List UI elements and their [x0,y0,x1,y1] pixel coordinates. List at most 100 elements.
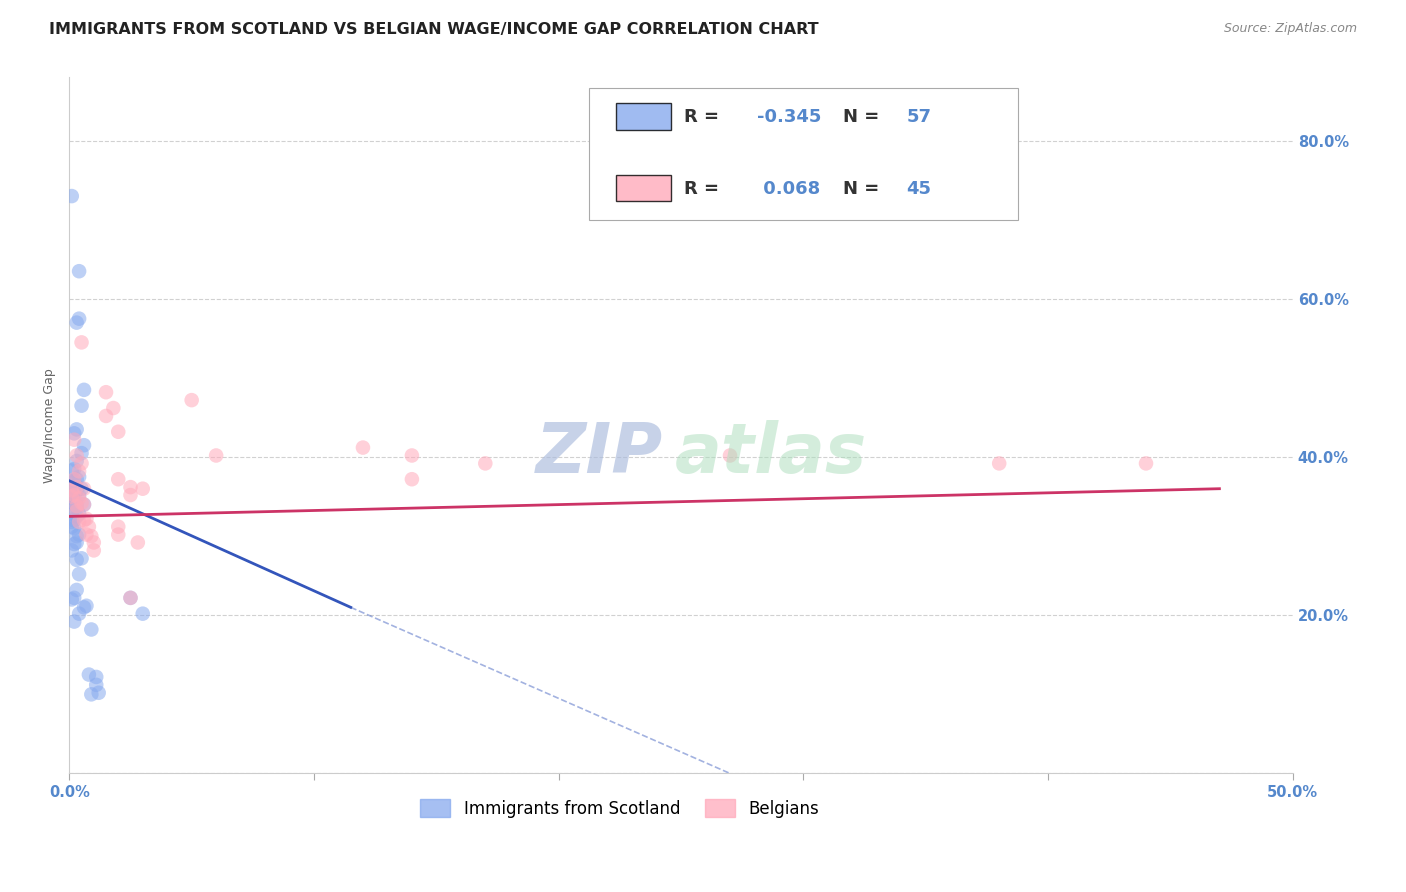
Point [66,529,89,543]
Point [60,543,83,558]
Point [66,582,89,597]
Point [66,483,89,498]
Text: -0.345: -0.345 [756,108,821,126]
FancyBboxPatch shape [616,175,671,202]
Point [63,490,86,504]
Point [60,483,83,498]
Point [80,623,103,637]
Y-axis label: Wage/Income Gap: Wage/Income Gap [44,368,56,483]
Point [67,264,90,278]
Point [66,480,89,494]
Point [63,513,86,527]
Point [66,499,89,513]
Text: R =: R = [683,108,724,126]
Point [67,527,90,541]
Point [84,670,107,684]
Point [120,488,142,502]
Point [132,482,155,496]
Point [67,464,90,478]
Point [66,449,89,463]
Point [60,496,83,510]
Point [73,438,96,452]
Point [474,457,496,471]
Text: atlas: atlas [675,420,868,487]
Text: 0.068: 0.068 [756,180,820,198]
Point [94,385,117,400]
Text: ZIP: ZIP [536,420,662,487]
Point [63,488,86,502]
Point [180,393,202,408]
Point [70,457,93,471]
Point [77,519,100,533]
Point [107,472,129,486]
Point [66,535,89,549]
Point [103,401,125,415]
Point [66,504,89,518]
Point [60,463,83,477]
Point [70,551,93,566]
Point [73,513,96,527]
Point [66,472,89,486]
Point [401,449,423,463]
Point [63,500,86,515]
Point [63,433,86,447]
Point [60,480,83,494]
Point [127,535,149,549]
Point [67,515,90,529]
Text: N =: N = [842,108,886,126]
Point [67,488,90,502]
Point [75,512,97,526]
Point [401,472,423,486]
FancyBboxPatch shape [616,103,671,129]
Point [67,470,90,484]
Point [66,553,89,567]
Point [67,311,90,326]
Point [1135,457,1157,471]
Point [70,335,93,350]
Point [60,491,83,506]
Text: R =: R = [683,180,724,198]
Point [83,543,105,558]
Legend: Immigrants from Scotland, Belgians: Immigrants from Scotland, Belgians [413,793,825,824]
Point [63,472,86,486]
Point [63,426,86,441]
Point [67,507,90,521]
Point [75,599,97,613]
Point [63,474,86,488]
Point [94,409,117,423]
Point [60,475,83,490]
FancyBboxPatch shape [589,88,1018,220]
Point [66,422,89,436]
Point [120,591,142,605]
Point [352,441,374,455]
Point [77,667,100,681]
Point [60,515,83,529]
Text: Source: ZipAtlas.com: Source: ZipAtlas.com [1223,22,1357,36]
Point [63,537,86,551]
Point [67,491,90,506]
Point [66,509,89,524]
Point [73,383,96,397]
Point [107,527,129,541]
Point [70,399,93,413]
Text: 45: 45 [907,180,931,198]
Point [75,527,97,541]
Point [60,519,83,533]
Point [70,482,93,496]
Text: 57: 57 [907,108,931,126]
Point [205,449,228,463]
Point [60,505,83,519]
Point [120,480,142,494]
Point [107,425,129,439]
Point [132,607,155,621]
Point [70,496,93,510]
Point [73,600,96,615]
Text: N =: N = [842,180,886,198]
Point [60,189,83,203]
Point [80,687,103,701]
Point [63,591,86,605]
Point [988,457,1011,471]
Point [63,462,86,476]
Point [66,316,89,330]
Point [67,607,90,621]
